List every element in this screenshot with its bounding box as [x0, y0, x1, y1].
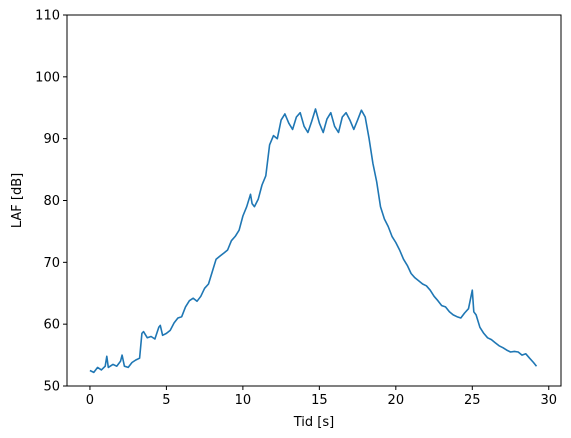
- plot-frame: [66, 14, 562, 387]
- x-tick-label: 15: [311, 393, 328, 408]
- y-tick-label: 90: [43, 132, 60, 147]
- y-tick-label: 50: [43, 380, 60, 395]
- y-axis: 50 60 70 80 90 100 110: [35, 9, 67, 395]
- x-tick-label: 30: [540, 393, 557, 408]
- x-tick-label: 20: [388, 393, 405, 408]
- y-tick-label: 80: [43, 194, 60, 209]
- series-line: [89, 108, 538, 374]
- series-group: [89, 108, 538, 374]
- y-tick-label: 110: [35, 9, 60, 24]
- y-tick-label: 100: [35, 70, 60, 85]
- x-tick-label: 5: [162, 393, 170, 408]
- x-tick-label: 10: [235, 393, 252, 408]
- x-tick-label: 25: [464, 393, 481, 408]
- plot-area: [66, 14, 562, 387]
- y-tick-label: 60: [43, 318, 60, 333]
- x-tick-label: 0: [86, 393, 94, 408]
- y-axis-label: LAF [dB]: [10, 173, 25, 228]
- x-axis-label: Tid [s]: [293, 415, 334, 430]
- y-tick-label: 70: [43, 256, 60, 271]
- x-axis: 0 5 10 15 20 25 30: [86, 386, 557, 408]
